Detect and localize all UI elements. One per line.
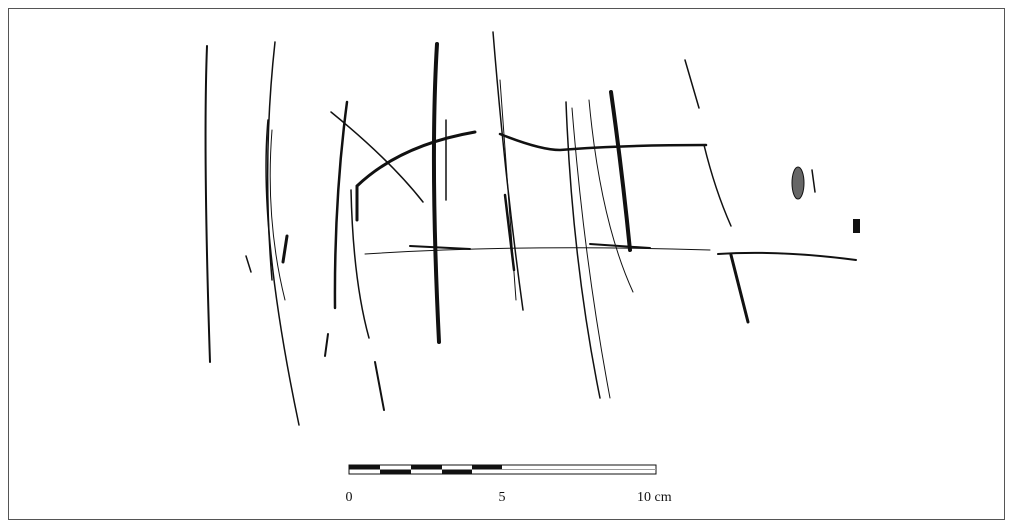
scale-label: 5 bbox=[499, 490, 506, 505]
engraving-drawing bbox=[204, 31, 860, 426]
scale-bar: 0 5 10 cm bbox=[346, 464, 672, 505]
scale-label: 10 cm bbox=[637, 490, 672, 505]
scale-label: 0 bbox=[346, 490, 353, 505]
frame bbox=[8, 8, 1005, 520]
